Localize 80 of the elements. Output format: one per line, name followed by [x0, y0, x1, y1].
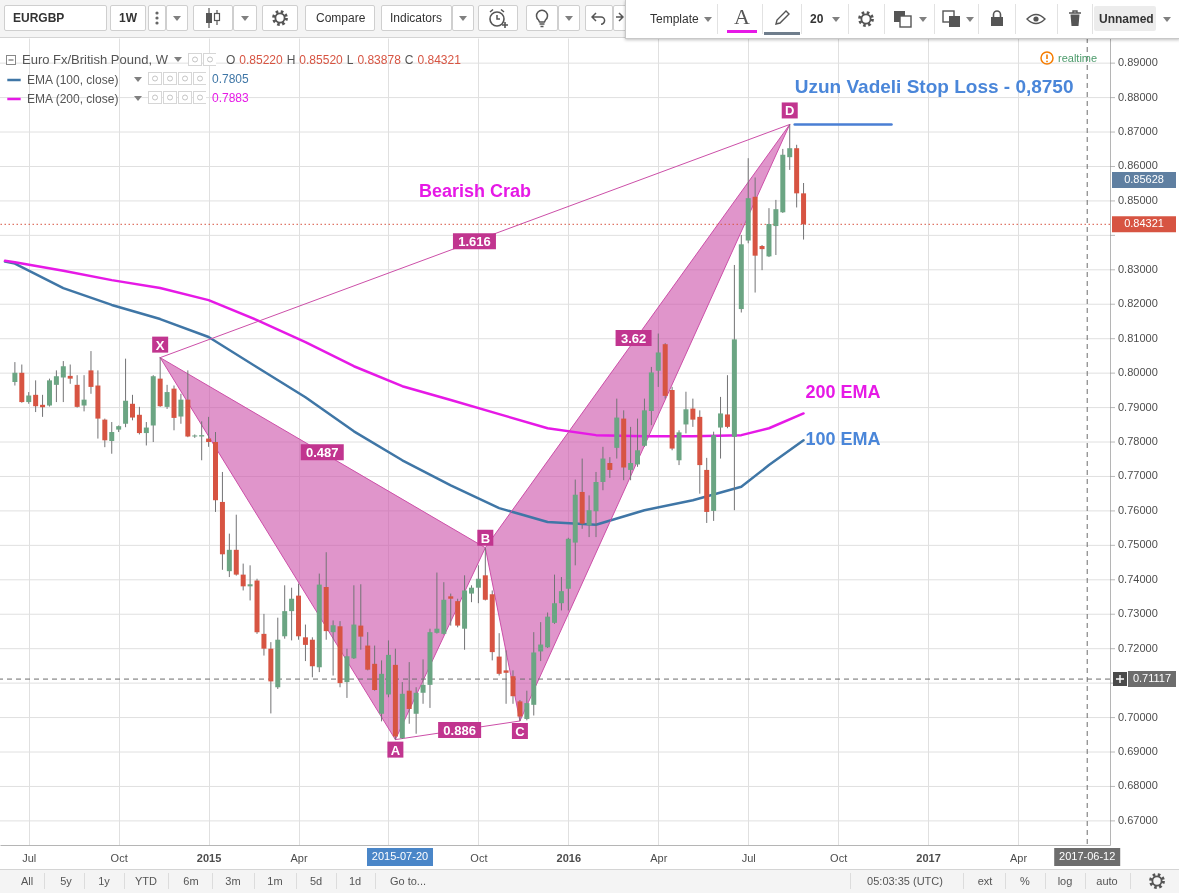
- text: O 0.85220 H 0.85520 L 0.83878 C 0.84321: [225, 52, 461, 67]
- legend-label: EMA (200, close): [27, 92, 119, 106]
- y-tick-label: 0.85000: [1118, 193, 1158, 206]
- text: Template: [650, 12, 699, 26]
- x-tick-label: Oct: [830, 851, 848, 864]
- ref-line-label: 0.71117: [1132, 672, 1172, 685]
- text: 5d: [309, 875, 323, 887]
- x-tick-label: Oct: [110, 851, 128, 864]
- ref-line-label: 2017-06-12: [1059, 850, 1116, 862]
- y-tick-label: 0.88000: [1118, 90, 1158, 103]
- text: All: [20, 875, 34, 887]
- y-tick-label: 0.89000: [1118, 56, 1158, 69]
- text: ext: [977, 875, 993, 887]
- x-tick-label: Apr: [290, 851, 308, 864]
- y-tick-label: 0.67000: [1118, 813, 1158, 826]
- annotation: 0.7805: [212, 72, 249, 86]
- y-tick-label: 0.72000: [1118, 641, 1158, 654]
- text: YTD: [135, 875, 157, 887]
- y-tick-label: 0.86000: [1118, 159, 1158, 172]
- text: Indicators: [390, 11, 443, 25]
- x-tick-label: 2015: [196, 851, 222, 864]
- annotation: X: [155, 337, 165, 353]
- y-tick-label: 0.77000: [1118, 469, 1158, 482]
- y-tick-label: 0.73000: [1118, 607, 1158, 620]
- annotation: 0.487: [305, 445, 339, 461]
- x-tick-label: Jul: [22, 851, 37, 864]
- text: 1m: [267, 875, 283, 887]
- y-tick-label: 0.87000: [1118, 125, 1158, 138]
- y-tick-label: 0.75000: [1118, 538, 1158, 551]
- text: A: [727, 4, 757, 33]
- text: 05:03:35 (UTC): [867, 875, 943, 887]
- x-tick-label: 2017: [916, 851, 941, 864]
- y-tick-label: 0.69000: [1118, 745, 1158, 757]
- annotation: A: [390, 742, 401, 758]
- text: Euro Fx/British Pound, W: [22, 52, 168, 67]
- x-tick-label: Apr: [650, 851, 668, 864]
- annotation: 1.616: [458, 234, 491, 250]
- x-tick-label: 2016: [556, 851, 582, 864]
- text: Compare: [316, 11, 366, 25]
- text: 1y: [98, 875, 110, 887]
- text: 3m: [225, 875, 241, 887]
- annotation: 100 EMA: [805, 429, 881, 450]
- ref-line-label: 0.84321: [1124, 217, 1164, 230]
- y-tick-label: 0.70000: [1118, 710, 1158, 723]
- y-tick-label: 0.81000: [1118, 331, 1158, 344]
- legend-label: EMA (100, close): [27, 73, 119, 87]
- text: Unnamed: [1099, 12, 1154, 26]
- text: 6m: [183, 875, 199, 887]
- text: 0.85628: [1124, 173, 1164, 185]
- text: 2015-07-20: [371, 850, 429, 862]
- y-tick-label: 0.82000: [1118, 297, 1158, 310]
- x-tick-label: Apr: [1009, 851, 1028, 864]
- y-tick-label: 0.76000: [1118, 503, 1158, 516]
- y-tick-label: 0.78000: [1118, 435, 1158, 448]
- annotation: 0.7883: [212, 91, 249, 105]
- text: auto: [1096, 875, 1118, 887]
- annotation: 200 EMA: [805, 382, 881, 403]
- annotation: Uzun Vadeli Stop Loss - 0,8750: [794, 76, 1074, 98]
- annotation: C: [515, 724, 526, 740]
- text: 1d: [348, 875, 362, 887]
- text: EURGBP: [13, 11, 65, 25]
- annotation: Bearish Crab: [418, 181, 532, 201]
- annotation: D: [785, 103, 795, 119]
- y-tick-label: 0.83000: [1118, 262, 1158, 275]
- y-tick-label: 0.79000: [1118, 400, 1158, 413]
- text: 5y: [60, 875, 72, 887]
- text: Go to...: [389, 875, 427, 887]
- annotation: 0.886: [443, 722, 476, 738]
- y-tick-label: 0.74000: [1118, 572, 1158, 585]
- text: 1W: [119, 11, 137, 25]
- annotation: 3.62: [620, 331, 647, 346]
- text: log: [1057, 875, 1073, 887]
- text: %: [1020, 875, 1030, 887]
- x-tick-label: Jul: [741, 851, 756, 864]
- annotation: realtime: [1058, 52, 1098, 64]
- y-tick-label: 0.68000: [1118, 779, 1158, 792]
- x-tick-label: Oct: [470, 851, 488, 864]
- y-tick-label: 0.80000: [1118, 366, 1158, 379]
- text: 20: [810, 12, 824, 26]
- annotation: B: [480, 530, 491, 546]
